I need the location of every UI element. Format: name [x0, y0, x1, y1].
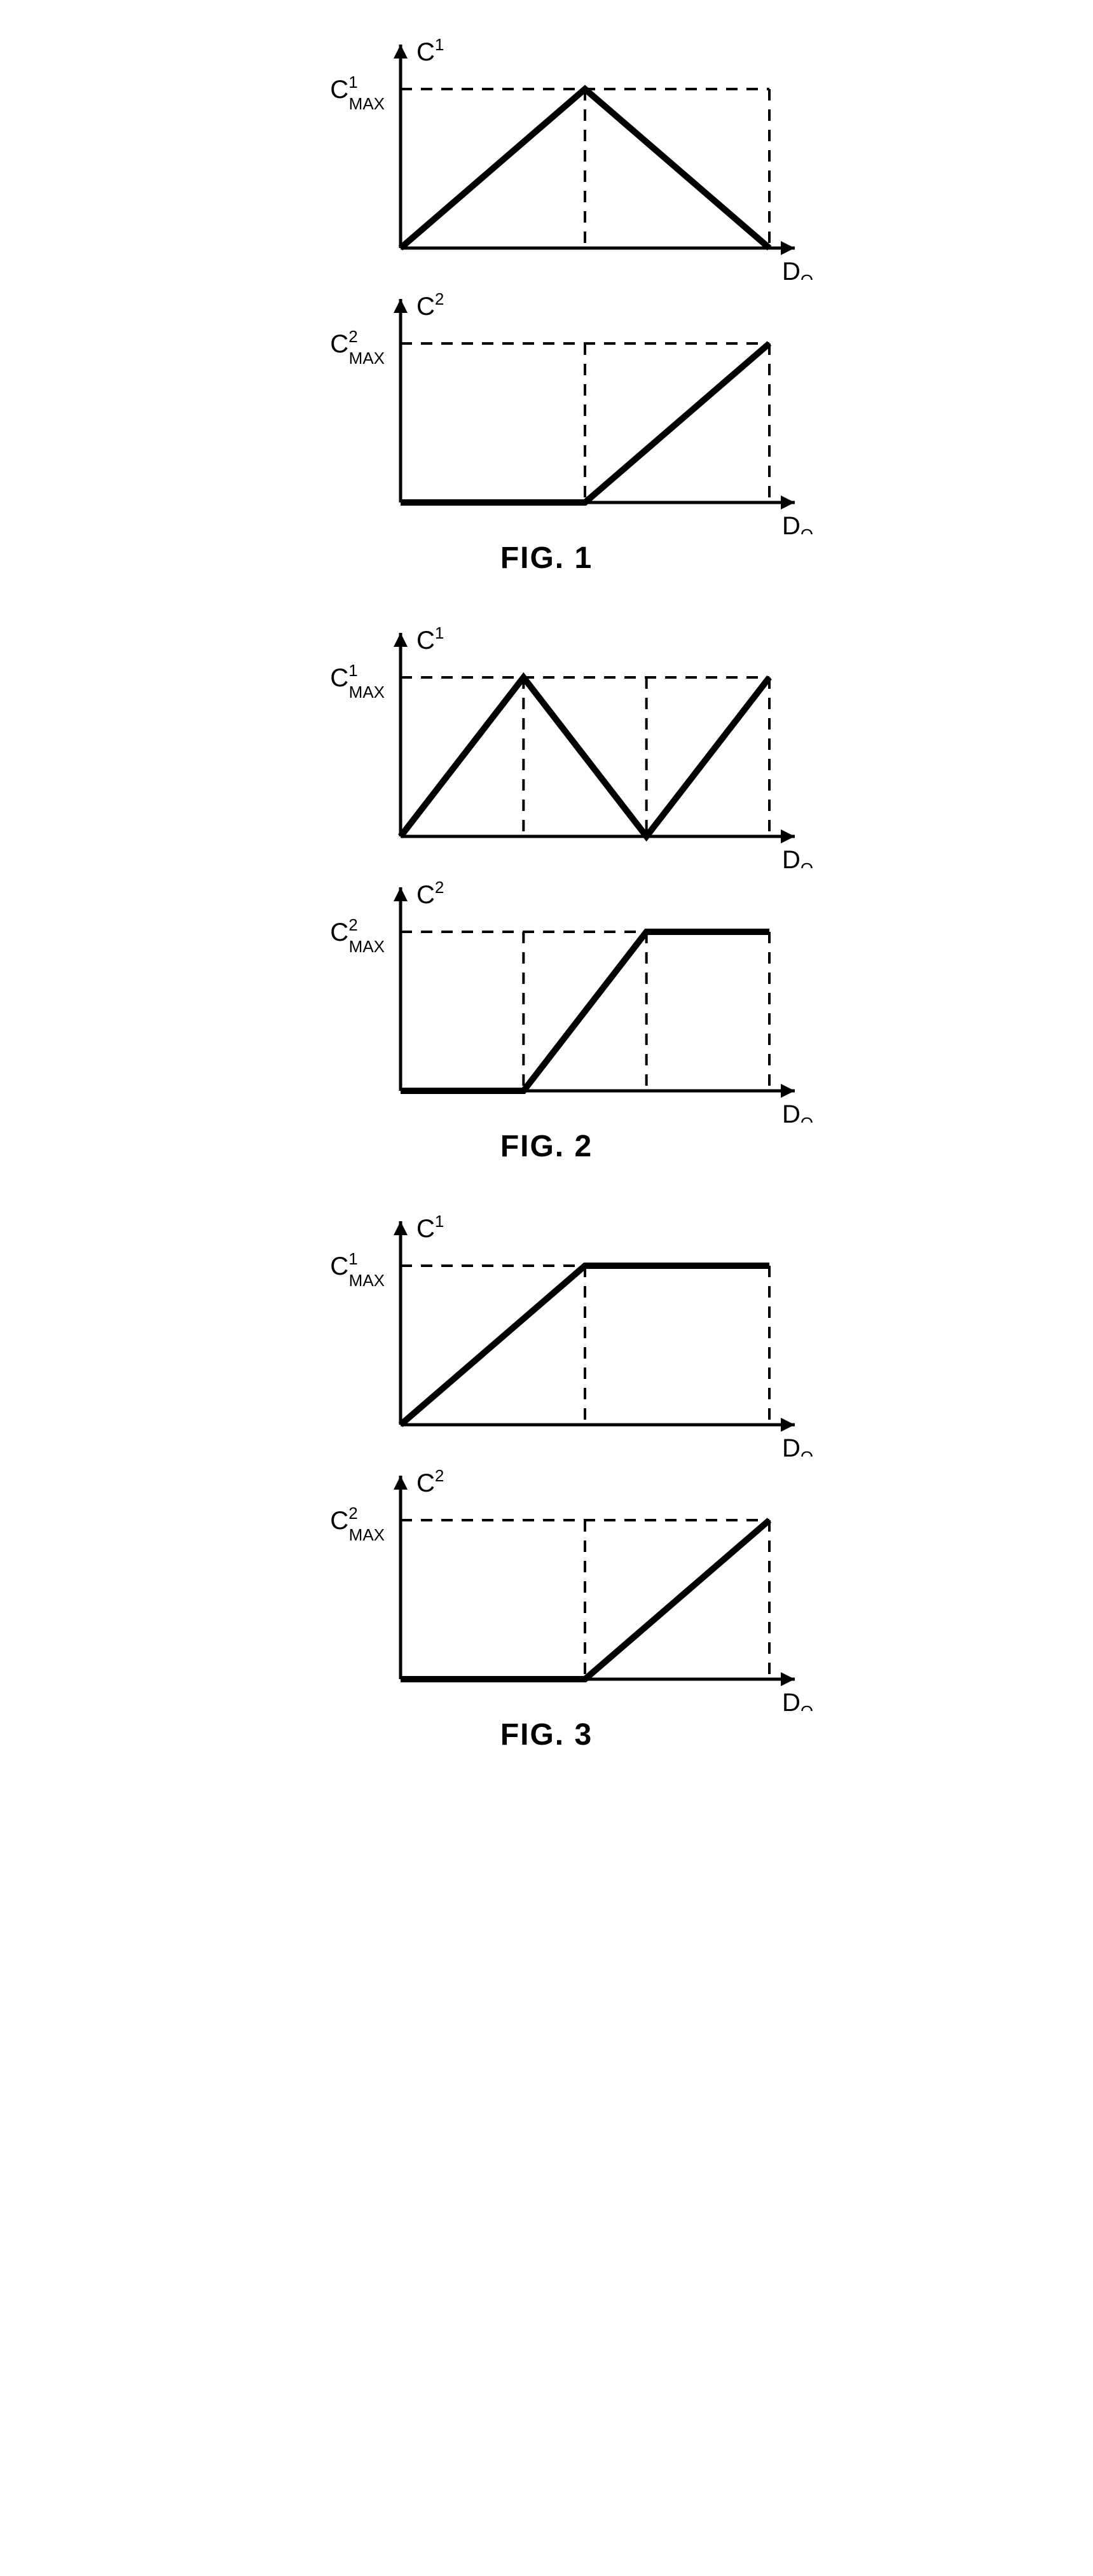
arrowhead-icon [781, 1084, 795, 1098]
y-tick-label: C1MAX [330, 1249, 385, 1290]
y-tick-label: C1MAX [330, 73, 385, 113]
chart-panel: C1 C1MAX DO [261, 25, 833, 280]
chart-panel: C1 C1MAX DO [261, 1202, 833, 1457]
y-tick-label: C2MAX [330, 915, 385, 956]
y-axis-label: C2 [416, 878, 444, 909]
x-axis-label: DO [782, 1100, 813, 1123]
arrowhead-icon [394, 1476, 408, 1490]
arrowhead-icon [781, 241, 795, 255]
x-axis-label: DO [782, 846, 813, 868]
figure-block: C1 C1MAX DO C2 C2MAX DO FIG. 1 [261, 25, 833, 576]
arrowhead-icon [781, 1672, 795, 1686]
arrowhead-icon [781, 495, 795, 509]
arrowhead-icon [781, 829, 795, 843]
arrowhead-icon [394, 887, 408, 901]
chart-panel: C2 C2MAX DO [261, 1457, 833, 1711]
chart-panel: C2 C2MAX DO [261, 868, 833, 1123]
x-axis-label: DO [782, 1689, 813, 1711]
x-axis-label: DO [782, 512, 813, 534]
arrowhead-icon [394, 1221, 408, 1235]
y-axis-label: C1 [416, 35, 444, 66]
figure-set: C1 C1MAX DO C2 C2MAX DO FIG. 1 C1 C1MAX DO C2 C2MAX… [25, 25, 1068, 1752]
figure-caption: FIG. 2 [500, 1129, 593, 1164]
y-tick-label: C2MAX [330, 327, 385, 368]
arrowhead-icon [781, 1418, 795, 1432]
data-line [401, 677, 769, 836]
y-axis-label: C2 [416, 289, 444, 321]
chart-panel: C2 C2MAX DO [261, 280, 833, 534]
x-axis-label: DO [782, 258, 813, 280]
arrowhead-icon [394, 299, 408, 313]
figure-block: C1 C1MAX DO C2 C2MAX DO FIG. 2 [261, 614, 833, 1164]
arrowhead-icon [394, 633, 408, 647]
x-axis-label: DO [782, 1434, 813, 1457]
arrowhead-icon [394, 45, 408, 59]
figure-caption: FIG. 3 [500, 1717, 593, 1752]
figure-caption: FIG. 1 [500, 541, 593, 576]
figure-block: C1 C1MAX DO C2 C2MAX DO FIG. 3 [261, 1202, 833, 1752]
y-axis-label: C2 [416, 1466, 444, 1497]
chart-panel: C1 C1MAX DO [261, 614, 833, 868]
y-axis-label: C1 [416, 623, 444, 654]
y-axis-label: C1 [416, 1212, 444, 1243]
data-line [401, 932, 769, 1091]
y-tick-label: C2MAX [330, 1504, 385, 1544]
y-tick-label: C1MAX [330, 661, 385, 702]
